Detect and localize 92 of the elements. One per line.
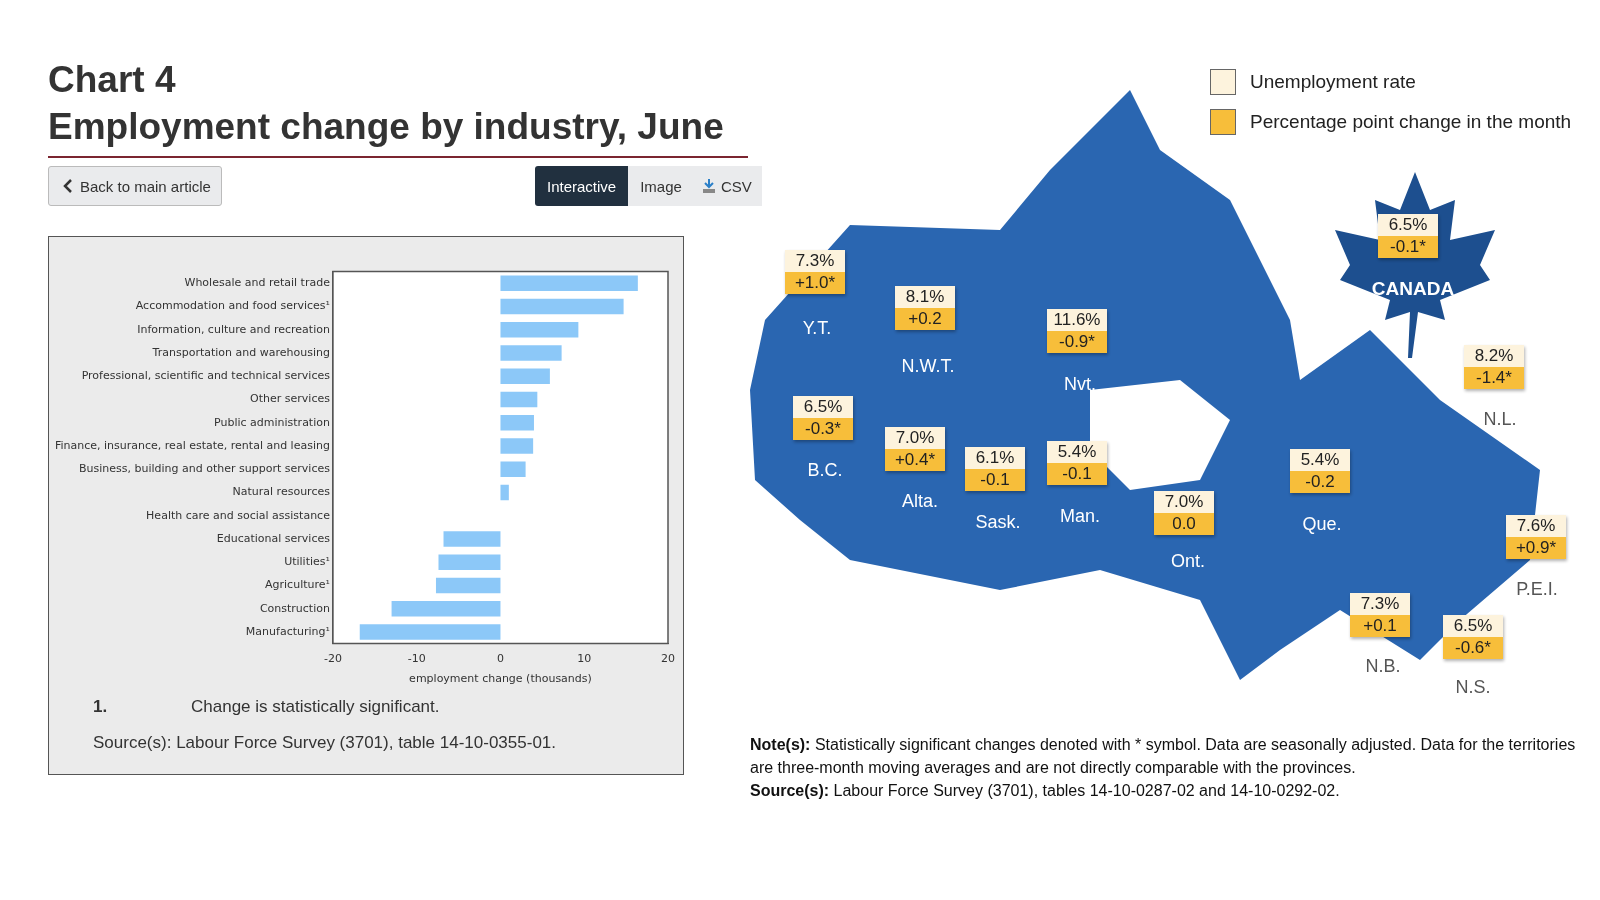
data-label: -0.9* [1047,331,1107,353]
data-label: +0.9* [1506,537,1566,559]
category-label: Que. [1301,514,1343,535]
category-label: Ont. [1170,551,1206,572]
data-label: 11.6% [1047,309,1107,331]
bar [500,321,579,338]
data-label: +0.4* [885,449,945,471]
x-tick-label: 20 [661,652,675,666]
legend-label: Unemployment rate [1250,71,1416,93]
y-tick-label: Utilities¹ [284,555,330,569]
y-tick-label: Public administration [213,415,330,429]
data-label: +0.2 [895,308,955,330]
data-label: 7.3% [785,250,845,272]
bar [359,624,501,640]
bar [435,577,501,594]
data-label: 7.0% [885,427,945,449]
bar [438,554,501,571]
text: Change is statistically significant. [191,697,440,716]
x-tick-label: -10 [407,652,426,666]
data-label: -0.3* [793,418,853,440]
y-tick-label: Natural resources [232,485,331,499]
data-label: 0.0 [1154,513,1214,535]
y-tick-label: Health care and social assistance [146,508,331,522]
category-label: Alta. [901,491,939,512]
y-tick-label: Business, building and other support services [79,462,331,476]
bar [500,345,562,361]
bar [500,368,550,385]
bar [500,414,534,431]
y-tick-label: Other services [250,392,331,406]
category-label: B.C. [806,460,844,481]
text: Interactive [535,166,629,206]
x-tick-label: -20 [323,652,342,666]
text: Note(s): Statistically significant changes denoted with * symbol. Data are seasonally adjusted. Data for the territories are three-month moving averages and are not directly comparable with the provinces. [750,736,1576,776]
y-tick-label: Manufacturing¹ [245,624,330,638]
y-tick-label: Agriculture¹ [265,578,330,592]
data-label: -0.2 [1290,471,1350,493]
category-label: Nvt. [1063,374,1097,395]
x-tick-label: 10 [577,652,592,666]
bar [443,531,501,547]
y-tick-label: Finance, insurance, real estate, rental and leasing [54,438,330,452]
data-label: -0.1* [1378,236,1438,258]
category-label: N.S. [1454,677,1492,698]
data-label: -1.4* [1464,367,1524,389]
y-tick-label: Transportation and warehousing [151,345,330,359]
bar [500,484,509,501]
text: Back to main article [80,177,211,195]
text: Image [628,166,694,206]
bar [500,461,526,478]
data-label: 5.4% [1290,449,1350,471]
category-label: Man. [1059,506,1101,527]
data-label: +1.0* [785,272,845,294]
data-label: 5.4% [1047,441,1107,463]
category-label: N.W.T. [900,356,956,377]
chart-title: Chart 4 [48,58,177,102]
data-label: 8.1% [895,286,955,308]
category-label: Y.T. [801,318,833,339]
category-label: Sask. [974,512,1022,533]
text: CSV [720,177,752,195]
y-tick-label: Construction [259,601,330,615]
bar [500,391,538,408]
chart-subtitle: Employment change by industry, June [48,105,724,149]
text: 1. [93,697,109,717]
category-label: N.B. [1364,656,1402,677]
bar [391,600,501,617]
y-tick-label: Information, culture and recreation [137,322,330,336]
source-note: Source(s): Labour Force Survey (3701), table 14-10-0355-01. [93,733,557,753]
x-tick-label: 0 [496,652,504,666]
data-label: -0.6* [1443,637,1503,659]
source-note: Source(s): Labour Force Survey (3701), tables 14-10-0287-02 and 14-10-0292-02. [750,782,1340,799]
data-label: 6.5% [1378,214,1438,236]
category-label: N.L. [1482,409,1518,430]
category-label: P.E.I. [1515,579,1559,600]
data-label: 7.3% [1350,593,1410,615]
x-axis-title: employment change (thousands) [409,672,592,686]
data-label: 6.5% [1443,615,1503,637]
bar [500,298,624,315]
data-label: 8.2% [1464,345,1524,367]
y-tick-label: Professional, scientific and technical services [81,369,331,383]
y-tick-label: Educational services [216,531,331,545]
data-label: +0.1 [1350,615,1410,637]
y-tick-label: Accommodation and food services¹ [135,299,330,313]
legend-label: Percentage point change in the month [1250,111,1572,133]
data-label: 6.5% [793,396,853,418]
category-label: CANADA [1370,278,1456,300]
data-label: -0.1 [1047,463,1107,485]
data-label: -0.1 [965,469,1025,491]
data-label: 7.0% [1154,491,1214,513]
y-tick-label: Wholesale and retail trade [184,276,331,290]
data-label: 7.6% [1506,515,1566,537]
bar [500,438,534,454]
data-label: 6.1% [965,447,1025,469]
bar [500,275,638,292]
